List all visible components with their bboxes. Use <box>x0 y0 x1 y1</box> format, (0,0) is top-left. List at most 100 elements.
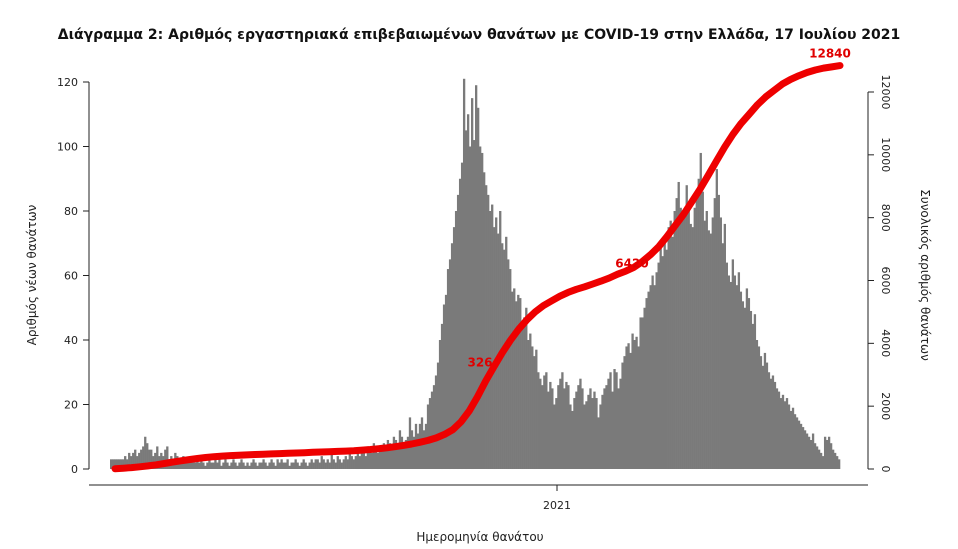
bar <box>749 310 753 469</box>
bar <box>184 459 187 469</box>
bar <box>775 388 779 470</box>
bar <box>214 459 217 469</box>
bar <box>489 211 492 469</box>
cumulative-label: 12840 <box>809 47 851 61</box>
bar <box>220 465 223 469</box>
bar <box>683 217 686 469</box>
bar <box>384 446 388 469</box>
bar <box>671 236 674 469</box>
bar <box>703 220 706 469</box>
bar <box>727 275 730 469</box>
bar <box>364 456 368 469</box>
bar <box>272 462 275 469</box>
bar <box>344 456 347 469</box>
bar <box>252 459 255 469</box>
bar <box>312 462 315 469</box>
bar <box>360 449 363 469</box>
bar <box>404 439 408 469</box>
bar <box>541 385 544 469</box>
bar <box>715 169 718 469</box>
y2-tick-label: 4000 <box>879 329 892 357</box>
bar <box>422 430 426 469</box>
bar <box>116 459 119 469</box>
bar <box>228 465 231 469</box>
y-tick-label: 80 <box>64 205 78 218</box>
bar <box>426 404 430 469</box>
bar <box>799 423 803 469</box>
bar <box>649 285 652 469</box>
cumulative-line-series <box>111 62 844 473</box>
bar <box>352 459 355 469</box>
bar <box>308 462 311 469</box>
bar <box>479 146 482 469</box>
bar <box>354 456 357 469</box>
bar <box>366 446 370 469</box>
bar <box>188 459 191 469</box>
bar <box>673 211 676 469</box>
bar <box>677 181 680 469</box>
bar <box>346 459 349 469</box>
bar <box>679 207 682 469</box>
bar <box>587 394 590 469</box>
bar <box>615 372 618 469</box>
bar <box>230 462 233 469</box>
bar <box>144 436 147 469</box>
bar <box>527 340 530 469</box>
bar <box>507 259 510 470</box>
bar <box>212 462 215 469</box>
bar <box>545 372 548 469</box>
bar <box>122 459 125 469</box>
bar <box>491 204 494 470</box>
bar <box>617 388 620 470</box>
bar <box>601 394 604 469</box>
bar <box>811 433 815 469</box>
bar <box>691 227 694 470</box>
bar <box>300 462 303 469</box>
bar <box>685 185 688 469</box>
bar <box>148 449 151 469</box>
bar <box>537 372 540 469</box>
bar <box>370 452 374 470</box>
bar <box>450 243 454 469</box>
bar <box>485 185 488 469</box>
bar <box>801 427 805 469</box>
bar <box>555 398 558 469</box>
bar <box>827 436 831 469</box>
bar <box>713 198 716 469</box>
bar <box>328 462 331 469</box>
bar <box>154 452 157 470</box>
bar <box>577 385 580 469</box>
bar <box>282 462 285 469</box>
bar <box>573 398 576 469</box>
bar <box>304 462 307 469</box>
bar <box>310 459 313 469</box>
bar <box>831 449 835 469</box>
bar <box>837 459 841 469</box>
bar <box>609 372 612 469</box>
bar <box>783 401 787 469</box>
bar <box>561 372 564 469</box>
bar <box>807 436 811 469</box>
bar <box>302 459 305 469</box>
x-tick-label: 2021 <box>543 499 571 512</box>
y2-tick-label: 0 <box>879 466 892 473</box>
bar <box>481 152 484 469</box>
bar <box>274 465 277 469</box>
bar <box>232 459 235 469</box>
bar <box>533 356 536 470</box>
bar <box>589 388 592 470</box>
bar <box>735 285 739 469</box>
bar <box>653 285 656 469</box>
bar <box>218 459 221 469</box>
bar <box>509 269 512 469</box>
bar <box>665 249 668 469</box>
bar <box>717 194 720 470</box>
bar <box>705 211 708 469</box>
y2-tick-label: 8000 <box>879 204 892 232</box>
bar <box>819 452 823 470</box>
bar <box>280 459 283 469</box>
bar <box>138 452 141 470</box>
bar <box>725 262 728 469</box>
bar <box>675 198 678 469</box>
bar <box>747 298 751 469</box>
